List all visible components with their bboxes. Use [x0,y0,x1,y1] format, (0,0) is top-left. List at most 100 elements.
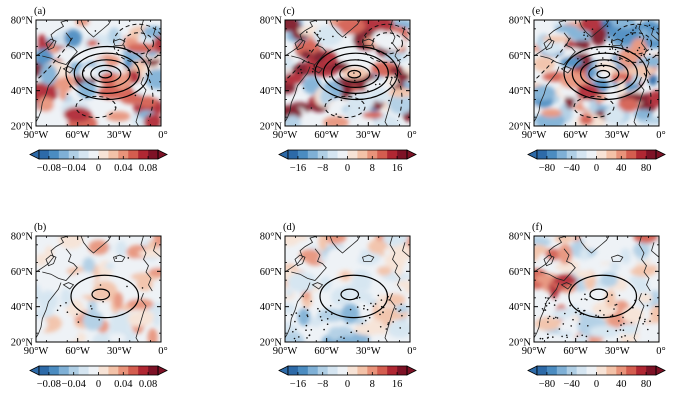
dot [574,311,577,314]
colorbar-swatch [606,150,617,159]
dot [295,312,298,314]
colorbar-swatch [148,150,159,159]
coastline [135,77,147,126]
lat-label: 40°N [509,86,532,97]
solid-contour [91,288,111,301]
shading-patch [610,20,636,29]
significance-dots [56,257,144,323]
shading-patch [318,236,328,251]
dot [76,273,79,275]
colorbar-tick-label: −80 [539,379,555,390]
dot [310,329,313,331]
shading-patch [306,316,324,327]
dot [329,304,332,307]
shading-patch [534,316,561,331]
shading-patch [388,93,410,115]
dot [298,336,300,338]
colorbar-swatch [626,150,637,159]
colorbar-extend-low [527,149,538,160]
shading-patch [105,262,115,270]
colorbar-swatch [39,366,50,375]
lat-label: 40°N [11,86,34,97]
dot [340,336,342,338]
colorbar-extend-high [655,149,666,160]
coastline [311,282,324,290]
colorbar-b: −0.08 −0.04 0 0.04 0.08 [29,365,168,390]
dot [91,308,93,310]
dot [293,337,296,340]
dot [566,336,568,339]
lat-label: 40°N [260,86,283,97]
shading-patch [575,334,589,342]
shading-patch [600,271,618,288]
coastline [45,254,57,267]
solid-contour [340,288,360,301]
shading-patch [558,330,573,338]
map-area-f [534,236,659,342]
shading-patch [138,249,161,258]
shading-patch [148,267,161,277]
shading-patch [552,310,568,319]
lon-label: 60°W [314,130,339,141]
dot [390,76,393,79]
shading-patch [322,116,350,126]
dot [607,32,610,34]
dot [649,53,651,55]
dot [372,305,375,308]
dot [580,298,583,301]
shading-patch [40,64,58,86]
coastline [80,236,112,254]
shading-patch [542,35,572,43]
colorbar-swatch [377,150,388,159]
shading-patch [113,292,124,310]
colorbar-swatch [78,366,89,375]
shading-patch [395,72,410,82]
dot [583,31,586,34]
colorbar-tick-label: 0.04 [114,163,133,174]
solid-contours [568,274,638,319]
colorbar-swatch [327,366,338,375]
shading-patch [143,113,161,126]
coastline [534,20,567,57]
dot [323,328,325,331]
coastline [153,242,161,258]
map-area-e [534,20,659,126]
lat-label: 20°N [260,338,283,349]
lon-label: 60°W [314,346,339,357]
colorbar-extend-low [29,149,40,160]
shading-patch [579,20,602,32]
dot [615,303,618,306]
dot [306,309,309,311]
shading-patch [36,253,48,267]
colorbar-swatch [68,366,79,375]
solid-contour [571,52,638,95]
colorbar-swatch [297,366,309,375]
dot [338,299,340,302]
dot [127,257,130,259]
dot [552,336,554,338]
dot [547,333,549,336]
shading-patch [609,260,620,273]
dot [370,302,372,305]
dot [558,328,561,330]
dot [77,321,80,323]
coastlines [36,20,161,126]
shading-patch [648,90,659,107]
lat-label: 60°N [509,51,532,62]
dot [363,307,365,310]
map-frame [533,235,660,343]
coastline [62,282,75,290]
panel-a: 80°N 60°N 40°N 20°N90°W 60°W 30°W 0° (a) −0.08 −0… [11,6,168,174]
dot [379,326,382,328]
map-frame [533,19,660,127]
dot [326,318,329,320]
colorbar-swatch [108,366,119,375]
coastline [534,236,567,273]
significance-dots [297,30,396,115]
colorbar-swatch [297,150,309,159]
shading-patch [385,78,399,86]
shading-patch [342,283,371,292]
dot [313,31,316,34]
dot [387,322,390,324]
dashed-contour [621,32,652,55]
